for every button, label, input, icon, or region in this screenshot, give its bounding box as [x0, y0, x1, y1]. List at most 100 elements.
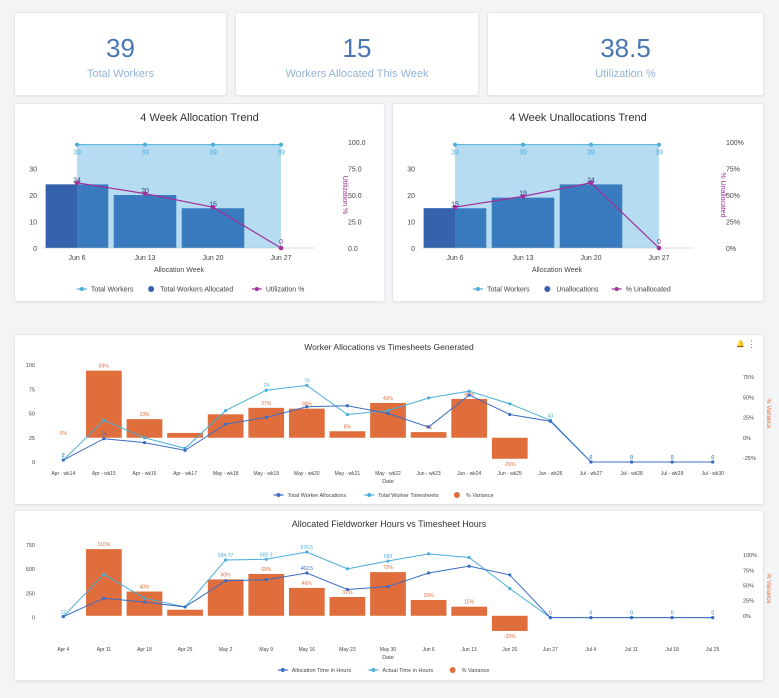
legend-label: Unallocations	[556, 286, 599, 293]
allocation-point	[467, 393, 471, 397]
timesheet-point	[102, 418, 106, 422]
y-tick-label: 30	[29, 167, 37, 174]
x-tick-label: Jun 13	[512, 255, 533, 262]
timesheet-point	[386, 559, 390, 563]
allocation-label: 462.5	[301, 566, 314, 572]
percent-point	[588, 180, 594, 186]
y-tick-label: 25	[29, 436, 35, 442]
allocations-vs-timesheets-card: Worker Allocations vs Timesheets Generat…	[14, 334, 771, 505]
x-tick-label: Apr 11	[97, 647, 112, 653]
variance-label: 15%	[464, 600, 475, 606]
legend-swatch	[280, 668, 285, 672]
allocation-point	[224, 579, 228, 583]
y2-tick-label: 0.0	[348, 246, 358, 253]
kpi-label: Utilization %	[595, 68, 656, 80]
percent-label: 0	[657, 239, 661, 246]
variance-bar	[451, 398, 488, 438]
legend-swatch	[254, 287, 259, 291]
total-workers-label: 39	[141, 150, 149, 157]
timesheet-point	[508, 402, 512, 406]
y2-axis-title: Utilization %	[341, 176, 348, 215]
x-tick-label: Apr 25	[178, 647, 193, 653]
percent-line	[454, 182, 660, 249]
variance-label: 8%	[344, 424, 352, 430]
x-tick-label: May 2	[219, 647, 233, 653]
timesheet-point	[102, 572, 106, 577]
y2-tick-label: -25%	[743, 456, 756, 462]
allocation-point	[711, 460, 715, 464]
bar	[113, 195, 177, 248]
total-workers-label: 39	[277, 150, 285, 157]
kpi-card-workers-allocated: 15 Workers Allocated This Week	[235, 12, 479, 96]
x-tick-label: May 16	[299, 647, 316, 653]
x-tick-label: May - wk18	[213, 471, 239, 477]
bar	[491, 197, 555, 248]
x-tick-label: Jun 6	[422, 647, 434, 653]
legend-swatch	[371, 668, 376, 672]
x-axis-title: Date	[382, 655, 394, 661]
kebab-menu-icon[interactable]: ⋮	[747, 339, 756, 349]
hours-vs-timesheet-chart: 0 250 500 750 0% 25% 50% 75% 100% % Variance 110% 4…	[26, 542, 771, 674]
timesheet-label: 583	[384, 554, 393, 560]
y2-tick-label: 100%	[743, 553, 757, 559]
chart-title: Allocated Fieldworker Hours vs Timesheet…	[291, 519, 487, 529]
total-workers-label: 39	[451, 150, 459, 157]
total-workers-point	[143, 142, 147, 147]
timesheet-point	[345, 567, 350, 571]
variance-label: 72%	[383, 565, 394, 571]
x-axis-title: Date	[382, 479, 394, 485]
x-tick-label: Jun 27	[648, 255, 669, 262]
y2-tick-label: 75.0	[348, 167, 362, 174]
timesheet-point	[467, 389, 471, 393]
percent-label: 0	[279, 239, 283, 246]
y2-tick-label: 100.0	[348, 140, 366, 147]
allocation-point	[305, 571, 309, 575]
legend-label: % Variance	[466, 493, 494, 499]
legend-label: Total Worker Timesheets	[378, 493, 439, 499]
y2-tick-label: 25%	[743, 416, 754, 422]
y2-tick-label: 0%	[743, 436, 751, 442]
total-workers-label: 39	[655, 150, 663, 157]
legend-label: Utilization %	[266, 286, 305, 293]
x-tick-label: Jun 13	[134, 255, 155, 262]
variance-label: 26%	[424, 593, 435, 599]
total-workers-point	[453, 142, 457, 147]
y-tick-label: 100	[26, 363, 35, 369]
timesheet-label: 600.3	[260, 552, 273, 558]
bar	[559, 184, 623, 248]
legend-swatch	[476, 287, 481, 291]
y-tick-label: 20	[29, 193, 37, 200]
timesheet-label: 0	[711, 455, 714, 461]
variance-label: 37%	[261, 401, 272, 407]
allocation-trend-card: 4 Week Allocation Trend 0 10 20 30 0.0 25.0 50…	[14, 103, 385, 302]
allocation-point	[670, 460, 674, 464]
allocation-label: 0	[590, 455, 593, 461]
variance-bar	[451, 606, 488, 616]
y-tick-label: 250	[26, 591, 35, 597]
x-tick-label: May 23	[339, 647, 356, 653]
variance-label: 43%	[383, 396, 394, 402]
y2-tick-label: 25%	[743, 599, 754, 605]
legend-swatch	[79, 287, 84, 291]
allocation-label: 0	[671, 611, 674, 617]
variance-bar	[207, 414, 244, 438]
x-tick-label: Jul - wk27	[580, 471, 603, 477]
allocation-point	[386, 411, 390, 416]
x-tick-label: Jul - wk28	[620, 471, 643, 477]
timesheet-label: 0	[630, 455, 633, 461]
y-tick-label: 50	[29, 412, 35, 418]
x-tick-label: Jun 20	[580, 255, 601, 262]
variance-bar	[167, 609, 203, 616]
hours-vs-timesheet-card: Allocated Fieldworker Hours vs Timesheet…	[14, 510, 771, 681]
chart-title: 4 Week Allocation Trend	[140, 112, 259, 124]
y2-tick-label: 75%	[743, 568, 754, 574]
kpi-label: Total Workers	[86, 68, 155, 80]
allocation-point	[426, 425, 431, 429]
legend-label: Total Worker Allocations	[287, 493, 346, 499]
total-workers-point	[75, 142, 79, 147]
x-tick-label: Jun 20	[502, 647, 517, 653]
bell-icon[interactable]: 🔔	[736, 341, 745, 348]
allocation-point	[629, 460, 634, 464]
legend-swatch	[453, 492, 460, 498]
x-tick-label: Apr 4	[57, 647, 69, 653]
